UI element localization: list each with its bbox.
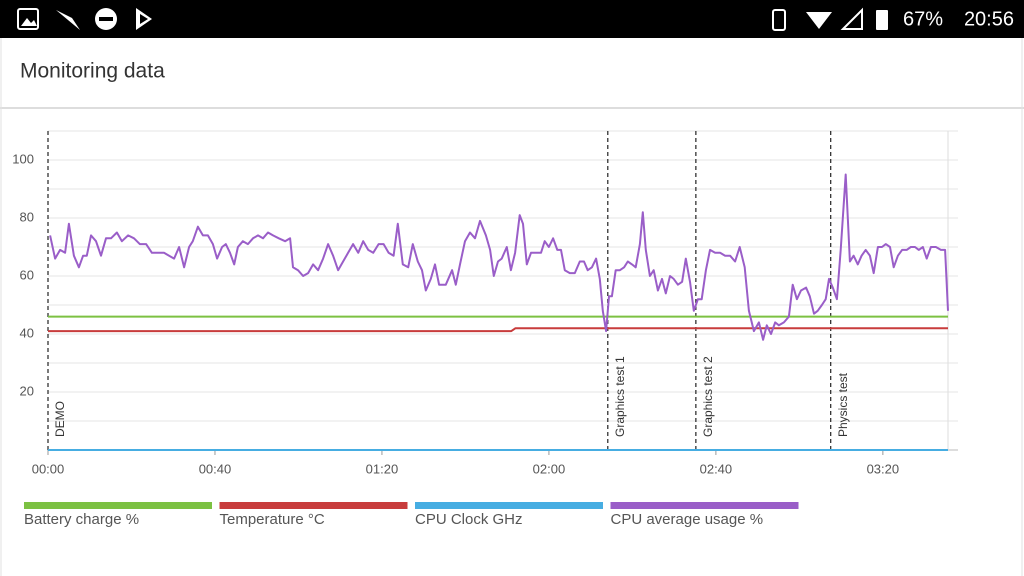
clock: 20:56: [964, 8, 1014, 30]
y-tick-label: 40: [20, 325, 34, 340]
legend-swatch: [219, 502, 408, 509]
y-tick-label: 60: [20, 267, 34, 282]
x-tick-label: 00:00: [32, 461, 65, 476]
legend-swatch: [610, 502, 799, 509]
legend-label: CPU average usage %: [611, 511, 764, 528]
legend-label: Temperature °C: [220, 511, 325, 528]
signal-icon: [840, 7, 863, 30]
event-label: Physics test: [836, 372, 850, 437]
event-label: Graphics test 1: [613, 356, 627, 437]
x-tick-label: 00:40: [199, 461, 232, 476]
battery-percent: 67%: [903, 8, 943, 30]
status-bar: [0, 0, 1024, 38]
x-tick-label: 02:00: [533, 461, 566, 476]
series-line: [48, 327, 948, 333]
app-icon: [56, 10, 80, 30]
x-tick-label: 01:20: [366, 461, 399, 476]
gallery-glyph: [21, 18, 37, 26]
wifi-icon: [806, 12, 832, 29]
legend-label: Battery charge %: [24, 511, 139, 528]
legend-label: CPU Clock GHz: [415, 511, 523, 528]
status-icons: [17, 7, 888, 31]
x-tick-label: 03:20: [867, 461, 900, 476]
page-title: Monitoring data: [20, 60, 165, 83]
x-tick-label: 02:40: [700, 461, 733, 476]
event-label: Graphics test 2: [701, 356, 715, 437]
app-icon-2: [136, 8, 152, 30]
vibrate-icon: [772, 9, 786, 31]
legend-swatch: [24, 502, 212, 509]
chart: 20 40 60 80 100 00:00 00:40 01:20 02:00 02:40 03:2…: [12, 130, 958, 528]
y-tick-label: 20: [20, 383, 34, 398]
y-tick-label: 100: [12, 151, 34, 166]
battery-icon: [876, 10, 888, 30]
event-label: DEMO: [53, 401, 67, 437]
dnd-bar: [99, 17, 113, 21]
series-line: [49, 173, 949, 341]
y-tick-label: 80: [20, 209, 34, 224]
legend-swatch: [415, 502, 603, 509]
gallery-icon: [17, 8, 39, 30]
